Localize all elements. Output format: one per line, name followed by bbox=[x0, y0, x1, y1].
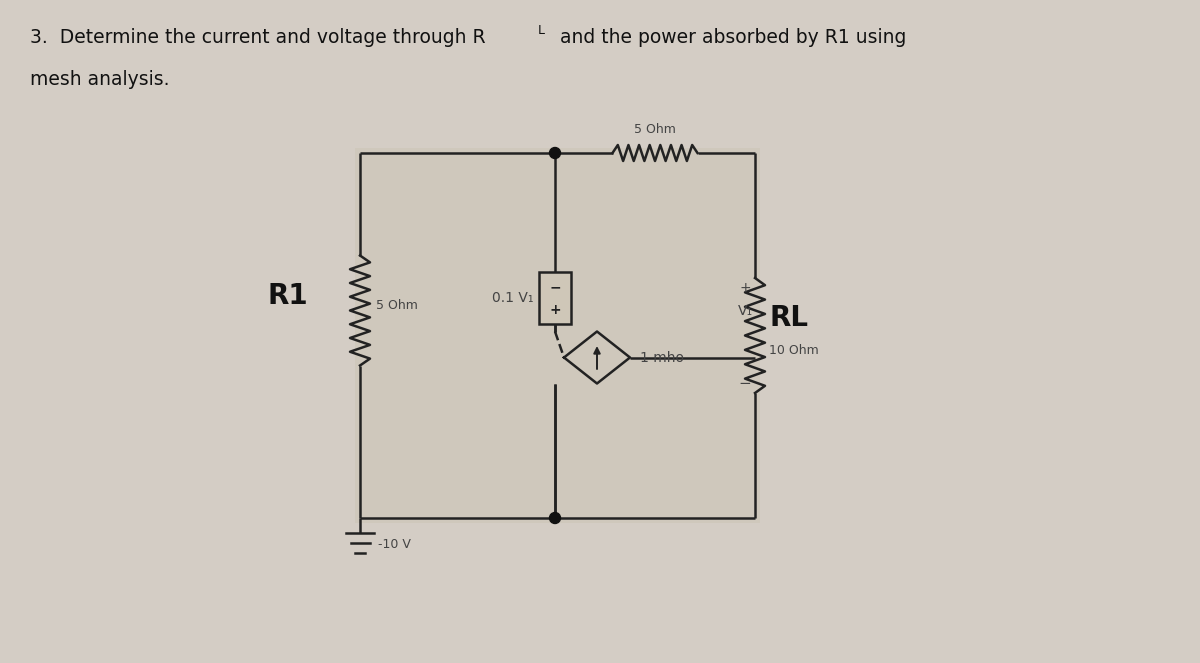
Text: 10 Ohm: 10 Ohm bbox=[769, 344, 818, 357]
Bar bbox=[539, 272, 571, 324]
Text: 1 mho: 1 mho bbox=[640, 351, 684, 365]
Text: 0.1 V₁: 0.1 V₁ bbox=[492, 290, 533, 304]
Text: RL: RL bbox=[769, 304, 808, 332]
Circle shape bbox=[550, 147, 560, 158]
Text: R1: R1 bbox=[268, 282, 308, 310]
Text: 5 Ohm: 5 Ohm bbox=[634, 123, 676, 136]
FancyBboxPatch shape bbox=[355, 148, 760, 523]
Text: 5 Ohm: 5 Ohm bbox=[376, 299, 418, 312]
Text: V₁: V₁ bbox=[738, 304, 752, 318]
Text: −: − bbox=[550, 280, 560, 294]
Text: +: + bbox=[739, 280, 751, 294]
Text: +: + bbox=[550, 302, 560, 316]
Text: mesh analysis.: mesh analysis. bbox=[30, 70, 169, 89]
Text: −: − bbox=[739, 376, 751, 391]
Text: and the power absorbed by R1 using: and the power absorbed by R1 using bbox=[553, 28, 906, 47]
Circle shape bbox=[550, 512, 560, 524]
Text: 3.  Determine the current and voltage through R: 3. Determine the current and voltage thr… bbox=[30, 28, 486, 47]
Text: L: L bbox=[538, 24, 545, 37]
Text: -10 V: -10 V bbox=[378, 538, 410, 551]
